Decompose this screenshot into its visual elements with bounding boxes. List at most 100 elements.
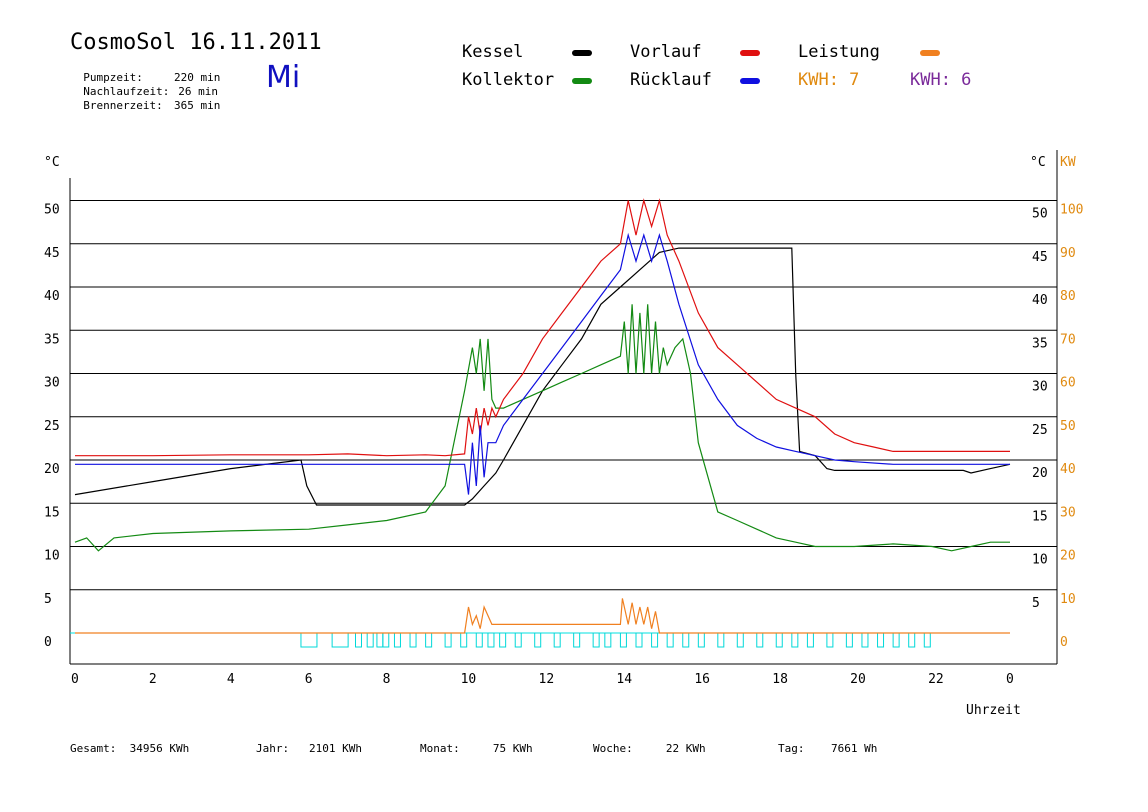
pump-block <box>475 632 483 648</box>
grid-lines <box>70 200 1057 591</box>
y-tick-right-power-100: 100 <box>1060 203 1083 218</box>
y-tick-left-35: 35 <box>44 332 60 347</box>
y-tick-right-temp-20: 20 <box>1032 466 1048 481</box>
x-axis-label: Uhrzeit <box>966 703 1021 718</box>
x-tick-9: 18 <box>772 672 788 687</box>
pump-block <box>845 632 853 648</box>
pump-block <box>717 632 725 648</box>
pump-block <box>697 632 705 648</box>
pump-block <box>619 632 627 648</box>
pump-block <box>923 632 931 648</box>
pump-block <box>791 632 799 648</box>
pump-blocks <box>300 632 931 648</box>
info-line-brennerzeit: Brennerzeit: 365 min <box>70 86 220 112</box>
y-tick-left-5: 5 <box>44 592 52 607</box>
x-tick-7: 14 <box>616 672 632 687</box>
chart-title: CosmoSol 16.11.2011 <box>70 30 322 55</box>
pump-block <box>736 632 744 648</box>
x-tick-6: 12 <box>539 672 555 687</box>
info-line-pumpzeit: Pumpzeit: 220 min <box>70 58 220 84</box>
pump-block <box>806 632 814 648</box>
pump-block <box>376 632 384 648</box>
pump-block <box>682 632 690 648</box>
y-tick-right-temp-45: 45 <box>1032 250 1048 265</box>
tick-labels: 0510152025303540455051015202530354045500… <box>44 203 1083 688</box>
y-tick-left-45: 45 <box>44 246 60 261</box>
legend-kwh-2: KWH: 6 <box>910 70 972 90</box>
y-tick-right-temp-35: 35 <box>1032 336 1048 351</box>
info-value: 26 min <box>178 85 218 98</box>
x-tick-12: 0 <box>1006 672 1014 687</box>
pump-block <box>366 632 374 648</box>
y-tick-right-temp-5: 5 <box>1032 596 1040 611</box>
series-line-rücklauf <box>75 232 1010 495</box>
x-tick-4: 8 <box>383 672 391 687</box>
footer-woche: Woche: 22 KWh <box>593 742 706 755</box>
y-tick-right-temp-30: 30 <box>1032 380 1048 395</box>
y-tick-right-power-90: 90 <box>1060 246 1076 261</box>
series-line-leistung <box>75 598 1010 634</box>
legend-leistung-swatch <box>920 50 940 56</box>
y-tick-right-power-30: 30 <box>1060 505 1076 520</box>
pump-block <box>826 632 834 648</box>
y-axis-left-unit: °C <box>44 155 60 170</box>
info-label: Pumpzeit: <box>83 71 143 84</box>
y-tick-right-power-0: 0 <box>1060 635 1068 650</box>
pump-block <box>331 632 349 648</box>
info-line-nachlaufzeit: Nachlaufzeit: 26 min <box>70 72 218 98</box>
pump-block <box>355 632 362 648</box>
y-tick-right-temp-50: 50 <box>1032 207 1048 222</box>
y-tick-left-25: 25 <box>44 419 60 434</box>
pump-block <box>393 632 401 648</box>
legend-kessel-swatch <box>572 50 592 56</box>
y-tick-left-20: 20 <box>44 462 60 477</box>
y-tick-right-power-80: 80 <box>1060 289 1076 304</box>
y-tick-right-power-70: 70 <box>1060 332 1076 347</box>
x-tick-10: 20 <box>850 672 866 687</box>
pump-block <box>499 632 507 648</box>
footer-monat: Monat: 75 KWh <box>420 742 533 755</box>
pump-block <box>775 632 783 648</box>
series-line-vorlauf <box>75 198 1010 457</box>
info-value: 365 min <box>174 99 221 112</box>
y-axis-right-temp-unit: °C <box>1030 155 1046 170</box>
y-tick-left-10: 10 <box>44 549 60 564</box>
legend-kessel-label: Kessel <box>462 42 524 62</box>
y-tick-right-power-10: 10 <box>1060 592 1076 607</box>
y-tick-left-50: 50 <box>44 203 60 218</box>
series-line-kollektor <box>74 304 1010 552</box>
legend-kwh-1: KWH: 7 <box>798 70 860 90</box>
pump-block <box>861 632 869 648</box>
pump-block <box>908 632 916 648</box>
pump-block <box>756 632 764 648</box>
pump-block <box>553 632 561 648</box>
pump-block <box>409 632 417 648</box>
pump-block <box>487 632 495 648</box>
pump-block <box>877 632 885 648</box>
pump-block <box>300 632 318 648</box>
x-tick-5: 10 <box>461 672 477 687</box>
legend-leistung-label: Leistung <box>798 42 880 62</box>
pump-block <box>382 632 390 648</box>
y-tick-right-power-50: 50 <box>1060 419 1076 434</box>
pump-block <box>635 632 643 648</box>
footer-jahr: Jahr: 2101 KWh <box>256 742 362 755</box>
y-axis-right-power-unit: KW <box>1060 155 1076 170</box>
axes <box>69 150 1058 665</box>
pump-block <box>604 632 612 648</box>
series-lines <box>74 198 1011 634</box>
pump-block <box>514 632 522 648</box>
x-tick-8: 16 <box>694 672 710 687</box>
pump-block <box>666 632 674 648</box>
pump-block <box>534 632 542 648</box>
legend-ruecklauf-label: Rücklauf <box>630 70 712 90</box>
x-tick-0: 0 <box>71 672 79 687</box>
y-tick-left-15: 15 <box>44 505 60 520</box>
y-tick-right-power-60: 60 <box>1060 376 1076 391</box>
y-tick-left-30: 30 <box>44 376 60 391</box>
x-tick-1: 2 <box>149 672 157 687</box>
footer-tag: Tag: 7661 Wh <box>778 742 878 755</box>
pump-block <box>460 632 468 648</box>
info-label: Nachlaufzeit: <box>83 85 170 98</box>
